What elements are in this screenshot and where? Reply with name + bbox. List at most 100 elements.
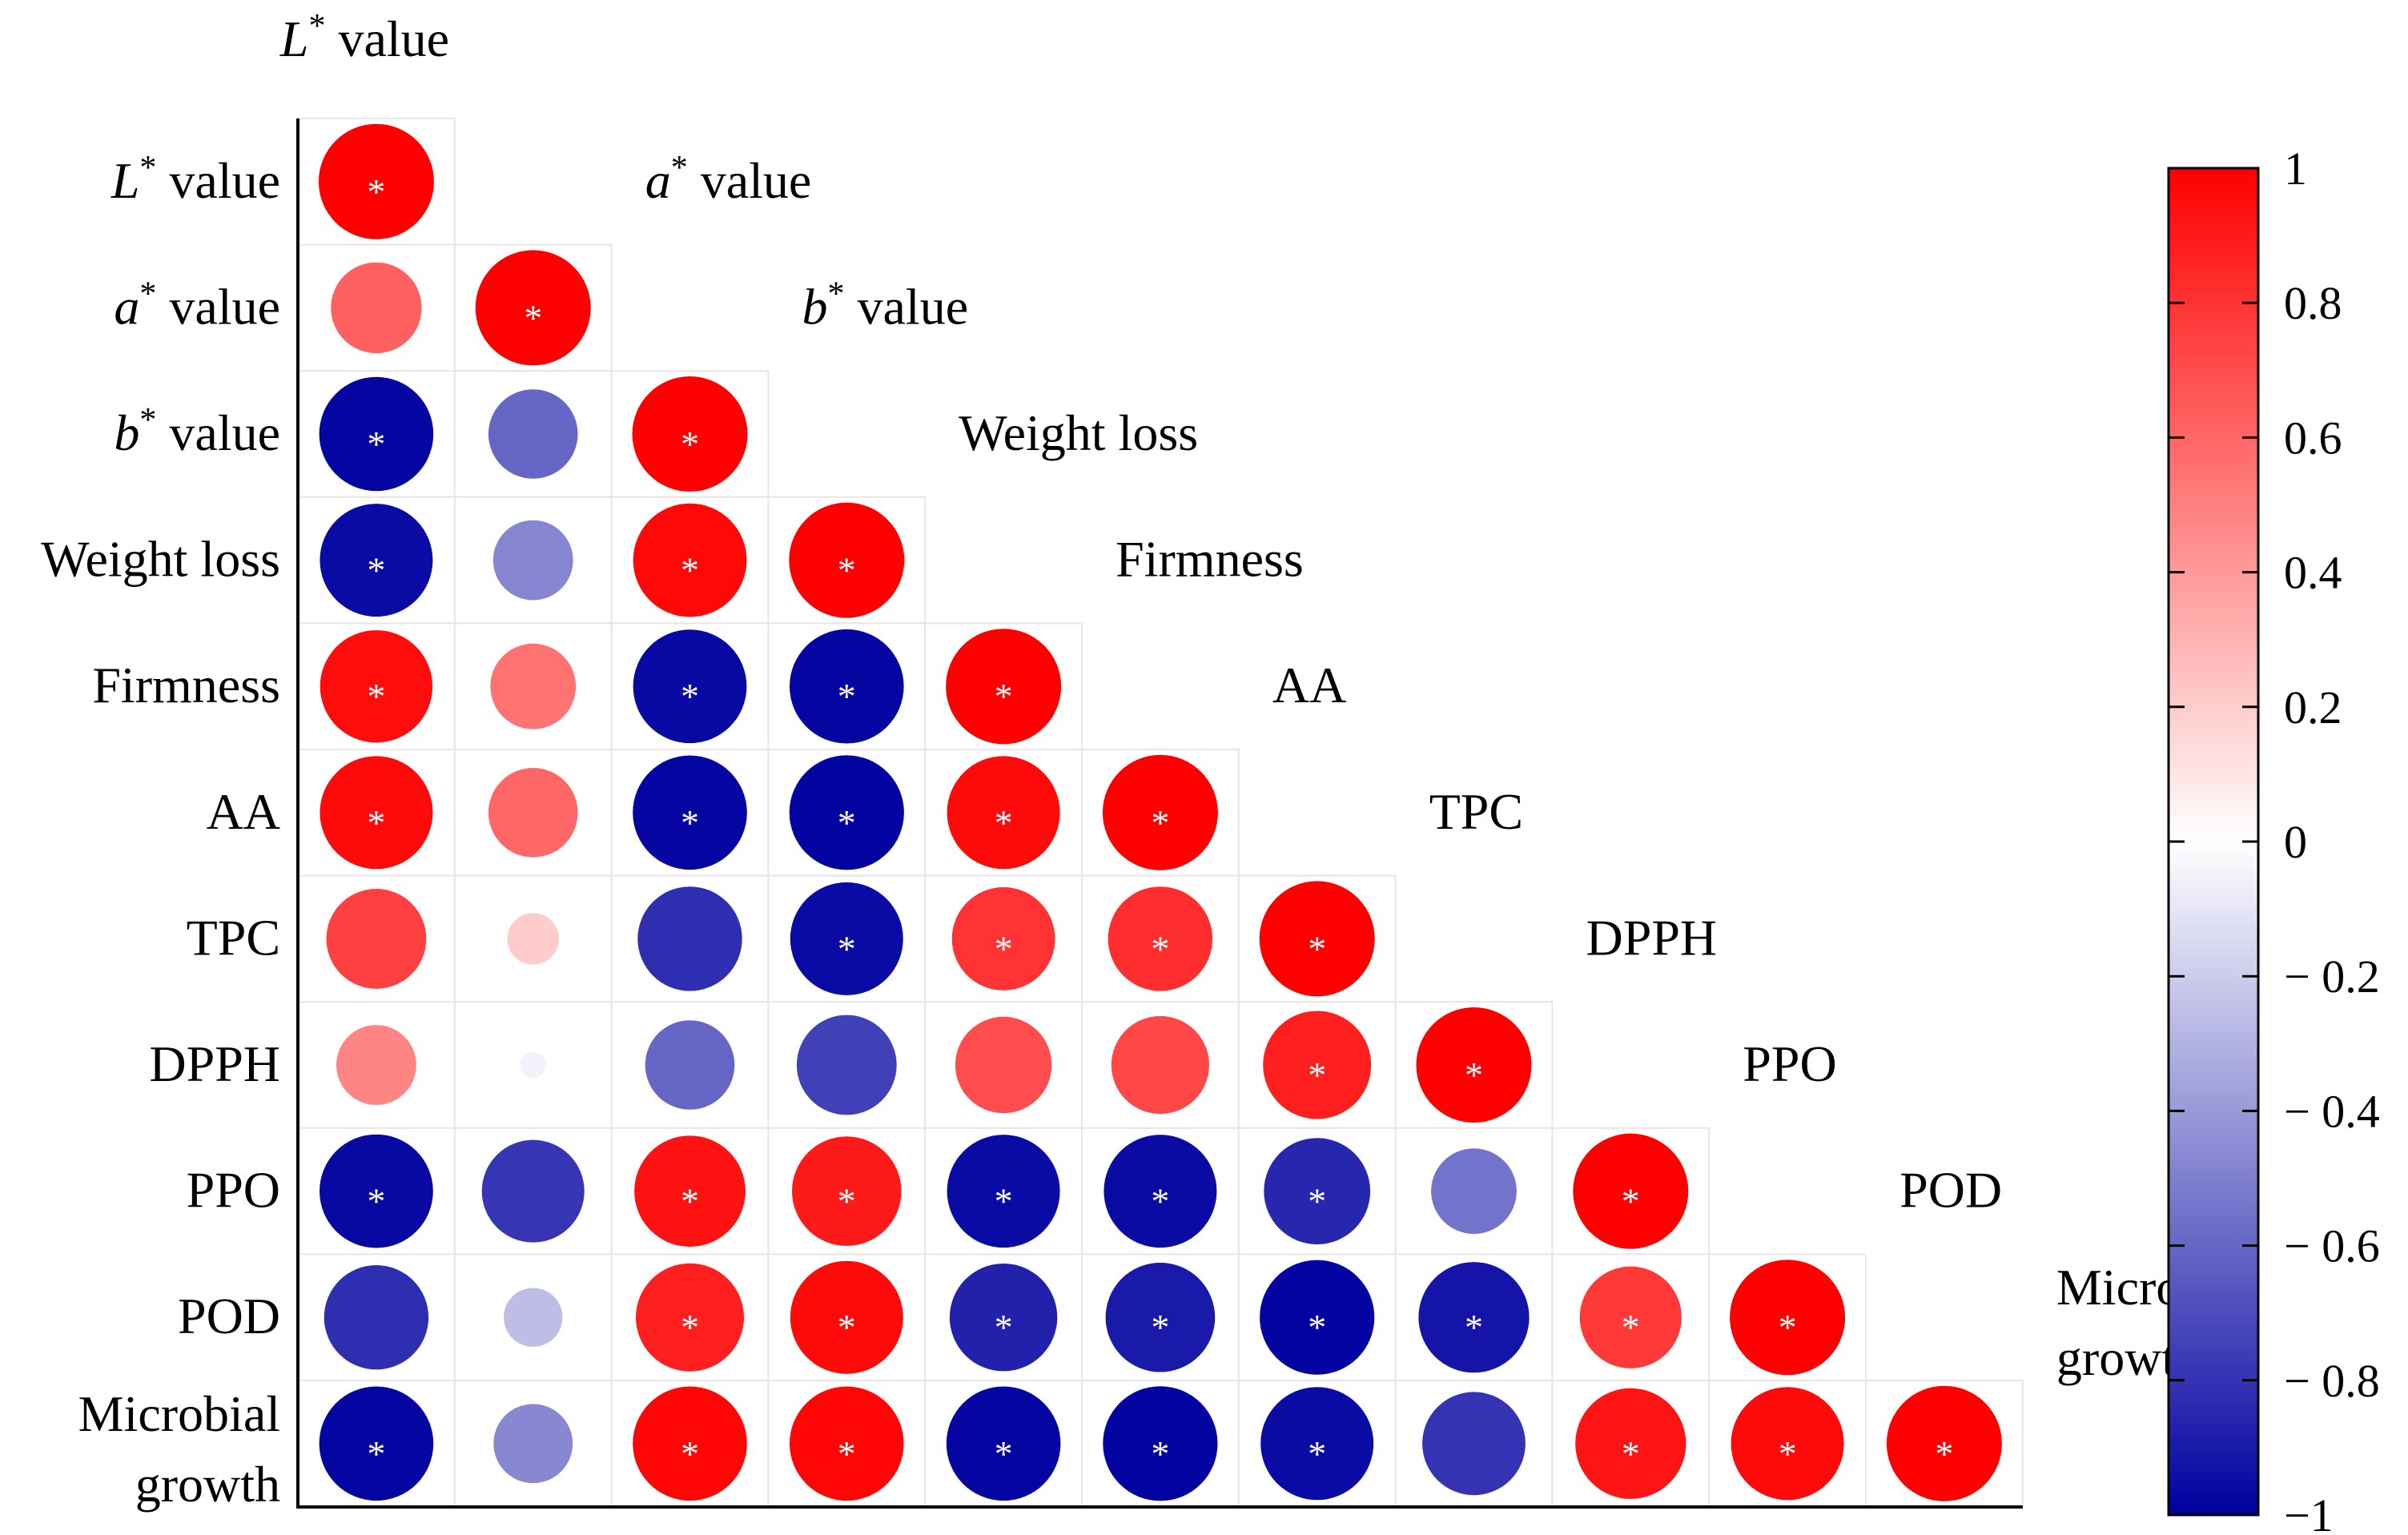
diag-label-firmness: Firmness <box>1116 531 1304 588</box>
correlation-circle-7-1 <box>520 1051 546 1079</box>
correlation-circle-8-0 <box>320 1134 433 1248</box>
colorbar-tick-label: −1 <box>2284 1489 2334 1535</box>
diag-label-a-value: a* value <box>645 150 812 209</box>
correlation-circle-6-1 <box>507 913 559 965</box>
correlation-circle-9-8 <box>1579 1266 1682 1368</box>
significance-star: * <box>1465 1307 1483 1348</box>
correlation-circle-3-0 <box>320 504 433 617</box>
correlation-circle-6-4 <box>951 887 1055 991</box>
diag-label-l-value: L* value <box>279 8 449 67</box>
matrix-axis-lines <box>296 119 2023 1509</box>
row-label-weight-loss: Weight loss <box>41 531 280 588</box>
significance-star: * <box>1779 1433 1797 1474</box>
significance-star: * <box>1151 928 1169 969</box>
correlation-circle-10-6 <box>1260 1387 1374 1501</box>
correlation-circle-6-6 <box>1259 881 1375 997</box>
row-label-l-value: L* value <box>111 150 280 209</box>
correlation-circle-9-3 <box>790 1260 903 1374</box>
correlation-circle-7-6 <box>1263 1011 1372 1119</box>
correlation-circle-5-5 <box>1102 754 1218 870</box>
row-label-tpc: TPC <box>187 909 280 966</box>
significance-star: * <box>681 424 699 464</box>
significance-star: * <box>838 1433 856 1474</box>
correlation-circle-2-2 <box>632 376 748 492</box>
significance-star: * <box>1151 1181 1169 1222</box>
correlation-circle-9-7 <box>1418 1262 1530 1373</box>
significance-star: * <box>838 550 856 591</box>
correlation-circle-5-3 <box>789 755 904 870</box>
correlation-circle-5-0 <box>320 756 433 870</box>
diag-label-aa: AA <box>1272 657 1346 713</box>
row-label-ppo: PPO <box>187 1162 280 1219</box>
significance-star: * <box>838 1181 856 1222</box>
correlation-circle-9-9 <box>1730 1260 1846 1376</box>
significance-star: * <box>681 802 699 843</box>
significance-star: * <box>995 1433 1013 1474</box>
correlation-circle-4-0 <box>320 630 433 743</box>
significance-star: * <box>1151 802 1169 843</box>
correlation-circle-7-4 <box>955 1016 1052 1114</box>
correlation-circle-2-0 <box>319 376 434 492</box>
significance-star: * <box>995 928 1013 969</box>
correlation-circle-4-3 <box>790 629 904 744</box>
correlation-circle-8-5 <box>1103 1135 1217 1248</box>
correlation-circle-10-5 <box>1103 1386 1218 1501</box>
significance-star: * <box>367 802 385 843</box>
significance-star: * <box>838 1307 856 1348</box>
significance-star: * <box>995 676 1013 717</box>
correlation-circle-9-4 <box>949 1264 1058 1372</box>
significance-star: * <box>1779 1307 1797 1348</box>
significance-star: * <box>1308 1055 1326 1095</box>
correlation-circle-5-1 <box>488 768 578 858</box>
colorbar-tick-label: − 0.8 <box>2284 1355 2380 1407</box>
diag-label-ppo: PPO <box>1743 1035 1836 1092</box>
diag-label-b-value: b* value <box>802 275 969 335</box>
correlation-circle-6-3 <box>790 882 903 995</box>
diag-label-weight-loss: Weight loss <box>959 404 1198 461</box>
correlation-circle-9-1 <box>504 1288 563 1347</box>
correlation-circle-8-4 <box>947 1135 1060 1248</box>
row-label-pod: POD <box>178 1288 280 1344</box>
significance-star: * <box>367 550 385 591</box>
correlation-circle-8-2 <box>634 1135 746 1247</box>
row-label-aa: AA <box>207 783 280 840</box>
correlation-circle-3-3 <box>789 502 905 618</box>
significance-star: * <box>1935 1433 1953 1474</box>
significance-star: * <box>838 802 856 843</box>
significance-star: * <box>1465 1055 1483 1095</box>
significance-star: * <box>1151 1433 1169 1474</box>
row-label-a-value: a* value <box>114 275 280 335</box>
colorbar-tick-label: 0.6 <box>2284 412 2342 464</box>
correlation-circle-7-5 <box>1111 1015 1209 1115</box>
row-labels: L* value a* value b* value Weight loss Firmn… <box>41 150 280 1513</box>
colorbar-tick-label: 0.8 <box>2284 277 2342 329</box>
correlation-circle-4-4 <box>946 629 1062 745</box>
significance-star: * <box>681 1181 699 1222</box>
correlation-circle-6-5 <box>1108 886 1213 991</box>
correlation-circle-6-0 <box>326 889 427 989</box>
correlation-circle-7-3 <box>796 1015 897 1115</box>
significance-star: * <box>1308 1433 1326 1474</box>
correlation-circle-7-2 <box>645 1020 735 1110</box>
significance-star: * <box>367 676 385 717</box>
correlation-circle-8-3 <box>792 1136 902 1246</box>
significance-star: * <box>367 424 385 464</box>
correlation-circle-10-8 <box>1575 1388 1686 1499</box>
colorbar-tick-label: 1 <box>2284 143 2307 195</box>
correlation-circle-8-6 <box>1264 1138 1371 1244</box>
correlation-circle-7-7 <box>1416 1007 1532 1123</box>
correlation-circle-4-2 <box>633 629 747 744</box>
correlation-circle-8-7 <box>1431 1148 1517 1234</box>
correlation-circle-9-2 <box>636 1263 744 1372</box>
correlation-circle-10-4 <box>946 1386 1061 1501</box>
significance-star: * <box>838 928 856 969</box>
significance-star: * <box>367 1181 385 1222</box>
matrix-cells: * * * * * * * * * * * * * * * * * * * * * * * * * * * * * * * * * * * * * * * *… <box>297 118 2024 1508</box>
significance-star: * <box>1308 1181 1326 1222</box>
correlation-circle-1-0 <box>331 262 422 354</box>
correlation-circle-9-6 <box>1260 1260 1375 1375</box>
significance-star: * <box>1308 928 1326 969</box>
correlation-circle-10-10 <box>1886 1385 2002 1501</box>
correlation-circle-8-1 <box>481 1139 585 1243</box>
